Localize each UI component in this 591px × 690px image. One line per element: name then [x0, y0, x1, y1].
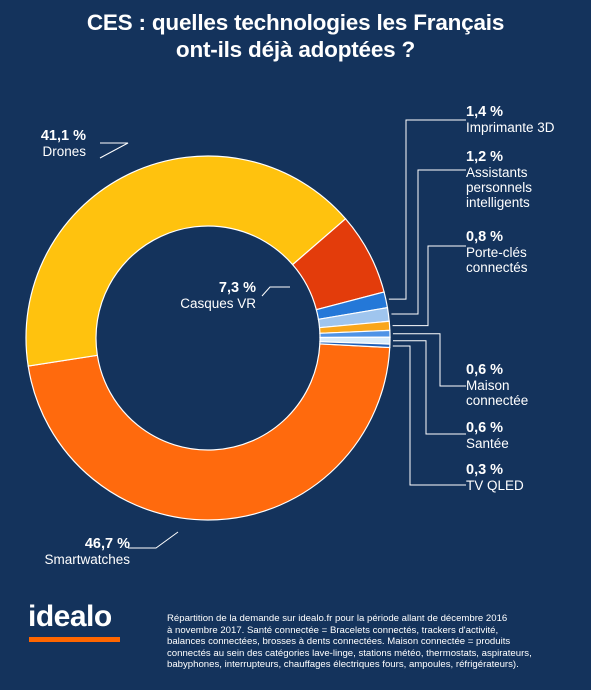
category-label-assistants-personnels-intelligents: personnels [466, 180, 532, 195]
category-label-smartwatches: Smartwatches [44, 552, 130, 567]
value-label-maison-connectee: 0,6 % [466, 362, 503, 378]
value-label-smartwatches: 46,7 % [85, 536, 130, 552]
leader-line-drones [99, 142, 129, 159]
category-label-casques-vr: Casques VR [180, 296, 256, 311]
category-label-porte-cles-connectes: connectés [466, 260, 528, 275]
idealo-logo-underline [29, 637, 120, 642]
category-label-tv-qled: TV QLED [466, 478, 524, 493]
chart-title-line-1: CES : quelles technologies les Français [86, 10, 505, 35]
value-label-casques-vr: 7,3 % [219, 280, 256, 296]
category-label-porte-cles-connectes: Porte-clés [466, 245, 527, 260]
leader-line-casques-vr [261, 286, 290, 297]
value-label-santee: 0,6 % [466, 420, 503, 436]
category-label-assistants-personnels-intelligents: Assistants [466, 165, 528, 180]
category-label-santee: Santée [466, 436, 509, 451]
value-label-drones: 41,1 % [41, 128, 86, 144]
leader-line-porte-cles-connectes [392, 245, 466, 327]
slice-smartwatches [27, 343, 391, 521]
leader-line-smartwatches [128, 531, 179, 549]
leader-line-maison-connectee [392, 333, 466, 387]
footnote-line: babyphones, interrupteurs, chauffages él… [167, 659, 519, 670]
donut-chart: 46,7 %Smartwatches 41,1 %Drones 7,3 %Casqu… [25, 104, 555, 567]
category-label-maison-connectee: connectée [466, 393, 528, 408]
idealo-logo: idealo [28, 600, 112, 633]
category-label-assistants-personnels-intelligents: intelligents [466, 195, 530, 210]
value-label-imprimante-3d: 1,4 % [466, 104, 503, 120]
slice-tv-qled [319, 341, 391, 349]
leader-line-assistants-personnels-intelligents [391, 169, 466, 315]
value-label-porte-cles-connectes: 0,8 % [466, 229, 503, 245]
footnote-line: balances connectées, brosses à dents con… [167, 636, 511, 647]
footnote-line: Répartition de la demande sur idealo.fr … [167, 613, 508, 624]
chart-title-line-2: ont-ils déjà adoptées ? [175, 37, 416, 62]
leader-line-imprimante-3d [388, 119, 466, 300]
leader-line-tv-qled [392, 345, 466, 486]
value-label-assistants-personnels-intelligents: 1,2 % [466, 149, 503, 165]
category-label-drones: Drones [42, 144, 86, 159]
category-label-imprimante-3d: Imprimante 3D [466, 120, 555, 135]
footnote-line: connectés au sein des catégories lave-li… [167, 647, 532, 659]
value-label-tv-qled: 0,3 % [466, 462, 503, 478]
leader-line-santee [392, 340, 466, 435]
footnote: Répartition de la demande sur idealo.fr … [167, 613, 577, 671]
category-label-maison-connectee: Maison [466, 378, 510, 393]
slice-drones [25, 155, 347, 367]
footnote-line: à novembre 2017. Santé connectée = Brace… [167, 624, 499, 636]
chart-title: CES : quelles technologies les Français … [0, 9, 591, 63]
